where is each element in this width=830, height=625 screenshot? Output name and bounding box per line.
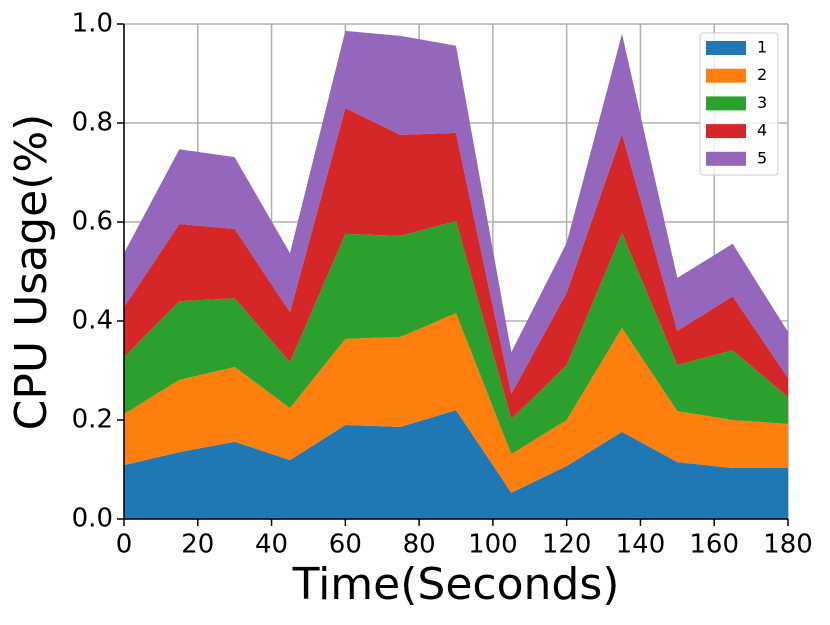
- legend: 1 2 3 4 5: [699, 32, 779, 176]
- y-axis-label: CPU Usage(%): [6, 114, 57, 431]
- x-tick-label: 80: [403, 530, 436, 560]
- x-tick-label: 120: [542, 530, 592, 560]
- area: [124, 30, 788, 394]
- areas: [124, 30, 788, 519]
- legend-swatch: [706, 68, 746, 83]
- legend-label: 2: [757, 65, 767, 84]
- legend-label: 5: [757, 148, 767, 167]
- x-tick-label: 40: [255, 530, 288, 560]
- legend-swatch: [706, 151, 746, 166]
- y-tick-label: 0.8: [72, 108, 113, 138]
- area: [124, 108, 788, 420]
- legend-swatch: [706, 96, 746, 111]
- area: [124, 221, 788, 455]
- legend-label: 4: [757, 121, 767, 140]
- y-tick-label: 0.4: [72, 306, 113, 336]
- x-tick-label: 160: [689, 530, 739, 560]
- legend-swatch: [706, 41, 746, 55]
- y-tick-label: 0.2: [72, 405, 113, 435]
- x-tick-label: 60: [329, 530, 362, 560]
- y-tick-label: 0.6: [72, 207, 113, 237]
- x-tick-label: 0: [116, 530, 133, 560]
- legend-label: 1: [757, 38, 767, 57]
- legend-swatch: [706, 124, 746, 139]
- x-tick-label: 20: [181, 530, 214, 560]
- x-axis-label: Time(Seconds): [292, 559, 620, 610]
- area: [124, 313, 788, 493]
- x-tick-label: 180: [763, 530, 813, 560]
- y-tick-label: 0.0: [72, 504, 113, 534]
- legend-label: 3: [757, 93, 767, 112]
- y-tick-label: 1.0: [72, 9, 113, 39]
- x-tick-label: 100: [468, 530, 518, 560]
- area: [124, 410, 788, 519]
- x-tick-label: 140: [616, 530, 666, 560]
